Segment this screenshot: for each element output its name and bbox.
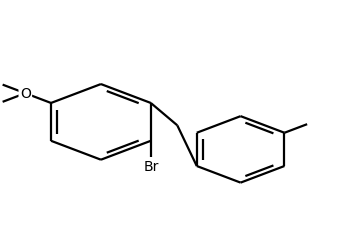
Text: O: O — [20, 87, 31, 101]
Text: Br: Br — [143, 159, 158, 173]
